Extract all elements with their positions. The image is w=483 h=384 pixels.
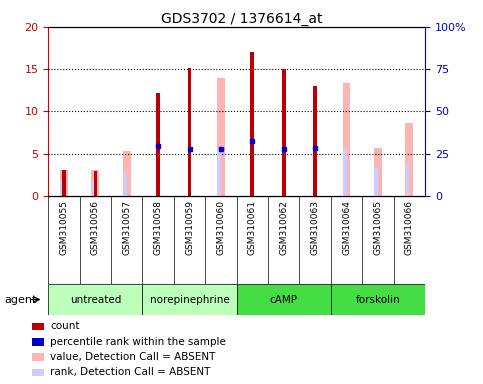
Text: norepinephrine: norepinephrine bbox=[150, 295, 229, 305]
Bar bbox=[217, 149, 221, 196]
Text: GSM310055: GSM310055 bbox=[59, 200, 69, 255]
Text: GDS3702 / 1376614_at: GDS3702 / 1376614_at bbox=[161, 12, 322, 25]
Bar bbox=[32, 369, 44, 376]
Text: GSM310060: GSM310060 bbox=[216, 200, 226, 255]
Bar bbox=[343, 148, 346, 196]
Text: GSM310058: GSM310058 bbox=[154, 200, 163, 255]
Bar bbox=[188, 68, 191, 196]
Bar bbox=[32, 338, 44, 346]
Text: GSM310057: GSM310057 bbox=[122, 200, 131, 255]
Bar bbox=[374, 148, 382, 196]
Text: GSM310063: GSM310063 bbox=[311, 200, 320, 255]
Bar bbox=[313, 86, 317, 196]
Text: GSM310066: GSM310066 bbox=[405, 200, 414, 255]
Bar bbox=[62, 170, 66, 196]
Bar bbox=[48, 284, 142, 315]
Text: GSM310061: GSM310061 bbox=[248, 200, 257, 255]
Bar bbox=[91, 170, 99, 196]
Text: rank, Detection Call = ABSENT: rank, Detection Call = ABSENT bbox=[50, 367, 211, 377]
Text: GSM310065: GSM310065 bbox=[373, 200, 383, 255]
Text: GSM310064: GSM310064 bbox=[342, 200, 351, 255]
Text: GSM310056: GSM310056 bbox=[91, 200, 100, 255]
Text: count: count bbox=[50, 321, 80, 331]
Text: percentile rank within the sample: percentile rank within the sample bbox=[50, 337, 226, 347]
Bar bbox=[282, 69, 285, 196]
Bar bbox=[405, 123, 413, 196]
Text: value, Detection Call = ABSENT: value, Detection Call = ABSENT bbox=[50, 352, 215, 362]
Bar bbox=[123, 151, 131, 196]
Bar bbox=[92, 180, 96, 196]
Bar bbox=[251, 52, 254, 196]
Bar bbox=[156, 93, 160, 196]
Text: GSM310062: GSM310062 bbox=[279, 200, 288, 255]
Bar bbox=[237, 284, 331, 315]
Bar bbox=[60, 170, 68, 196]
Bar bbox=[123, 172, 127, 196]
Text: GSM310059: GSM310059 bbox=[185, 200, 194, 255]
Bar bbox=[32, 353, 44, 361]
Text: forskolin: forskolin bbox=[355, 295, 400, 305]
Text: agent: agent bbox=[5, 295, 37, 305]
Bar bbox=[32, 323, 44, 330]
Bar bbox=[331, 284, 425, 315]
Bar bbox=[217, 78, 225, 196]
Bar bbox=[142, 284, 237, 315]
Bar bbox=[94, 171, 97, 196]
Bar bbox=[374, 168, 378, 196]
Bar bbox=[406, 162, 409, 196]
Bar bbox=[342, 83, 351, 196]
Bar bbox=[60, 180, 64, 196]
Text: untreated: untreated bbox=[70, 295, 121, 305]
Text: cAMP: cAMP bbox=[270, 295, 298, 305]
